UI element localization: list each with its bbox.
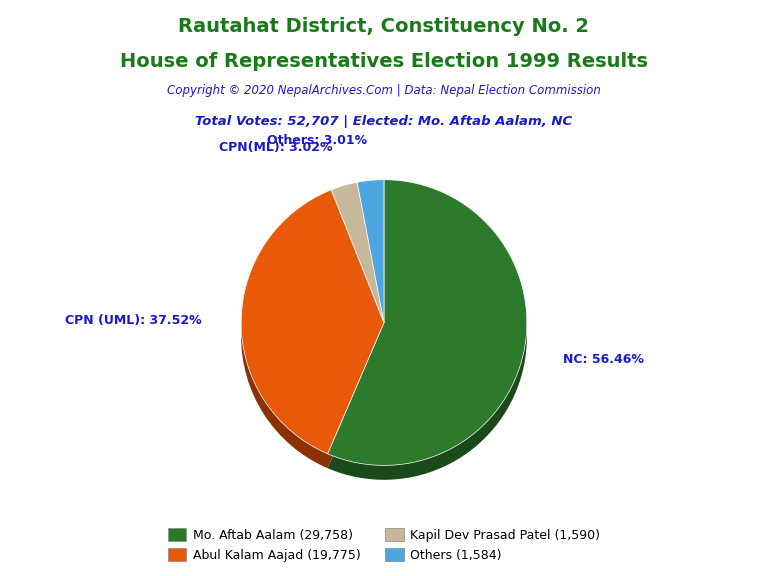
Text: NC: 56.46%: NC: 56.46% (563, 353, 644, 366)
Text: Copyright © 2020 NepalArchives.Com | Data: Nepal Election Commission: Copyright © 2020 NepalArchives.Com | Dat… (167, 84, 601, 97)
Wedge shape (241, 204, 384, 468)
Text: Rautahat District, Constituency No. 2: Rautahat District, Constituency No. 2 (178, 17, 590, 36)
Text: Total Votes: 52,707 | Elected: Mo. Aftab Aalam, NC: Total Votes: 52,707 | Elected: Mo. Aftab… (195, 115, 573, 128)
Legend: Mo. Aftab Aalam (29,758), Abul Kalam Aajad (19,775), Kapil Dev Prasad Patel (1,5: Mo. Aftab Aalam (29,758), Abul Kalam Aaj… (163, 524, 605, 567)
Wedge shape (331, 196, 384, 337)
Text: CPN(ML): 3.02%: CPN(ML): 3.02% (220, 141, 333, 154)
Wedge shape (331, 182, 384, 323)
Wedge shape (328, 180, 527, 465)
Text: Others: 3.01%: Others: 3.01% (266, 134, 367, 147)
Wedge shape (357, 180, 384, 323)
Text: CPN (UML): 37.52%: CPN (UML): 37.52% (65, 313, 201, 327)
Wedge shape (357, 194, 384, 337)
Wedge shape (241, 190, 384, 454)
Text: House of Representatives Election 1999 Results: House of Representatives Election 1999 R… (120, 52, 648, 71)
Wedge shape (328, 194, 527, 480)
